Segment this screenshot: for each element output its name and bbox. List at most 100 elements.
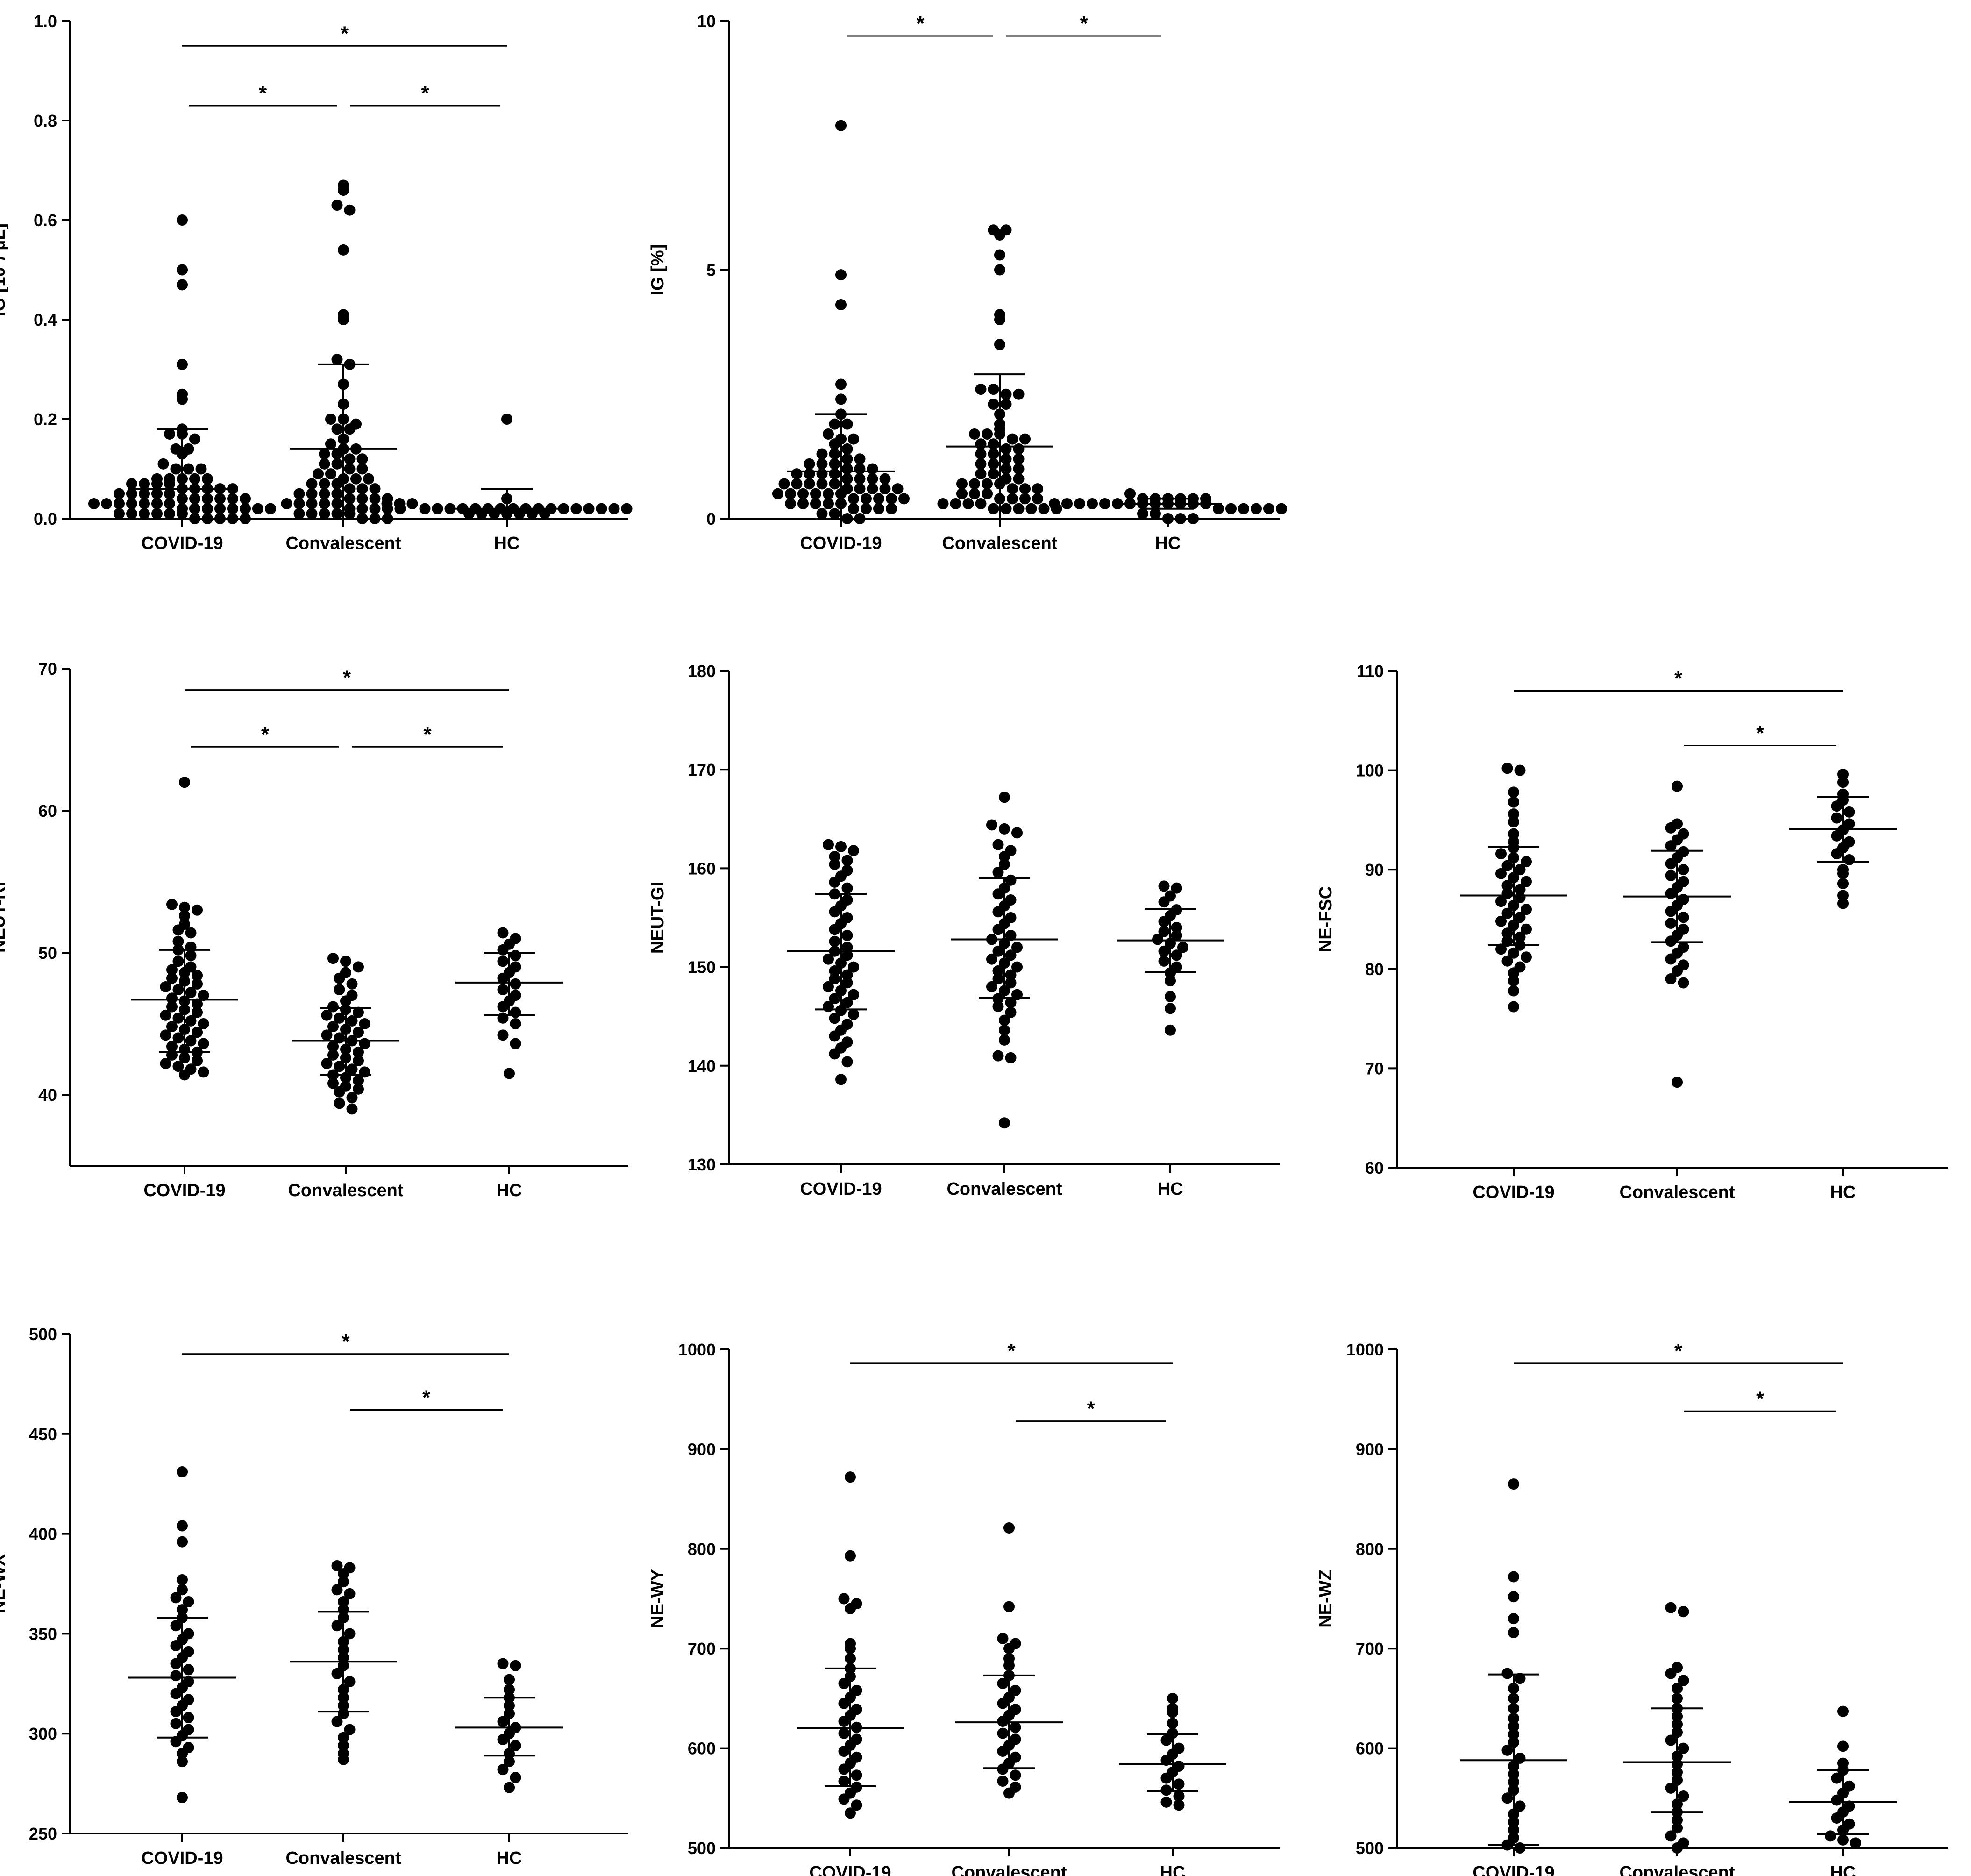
data-point bbox=[841, 463, 853, 475]
data-point bbox=[514, 508, 525, 520]
significance-star: * bbox=[1087, 1398, 1095, 1420]
data-point bbox=[179, 777, 190, 788]
x-tick-label: COVID-19 bbox=[1473, 1183, 1554, 1202]
data-point bbox=[497, 927, 509, 939]
x-tick-label: COVID-19 bbox=[141, 534, 223, 553]
data-point bbox=[838, 1677, 850, 1689]
data-point bbox=[999, 1117, 1010, 1129]
data-point bbox=[170, 1640, 182, 1652]
data-point bbox=[898, 493, 910, 505]
data-point bbox=[992, 839, 1004, 850]
data-point bbox=[829, 458, 840, 470]
data-point bbox=[444, 503, 456, 514]
x-tick-label: Convalescent bbox=[285, 534, 401, 553]
data-point bbox=[1665, 858, 1677, 870]
data-point bbox=[804, 468, 815, 480]
chart-panel: 500 600 700 800 900 1000 NE-WY COVID-19 Convales… bbox=[648, 1340, 1280, 1876]
data-point bbox=[327, 1049, 339, 1061]
data-point bbox=[845, 1550, 856, 1562]
x-tick-label: HC bbox=[497, 1848, 522, 1868]
significance-star: * bbox=[916, 12, 925, 35]
y-tick-label: 50 bbox=[38, 943, 57, 963]
data-point bbox=[325, 438, 336, 450]
data-point bbox=[999, 1034, 1010, 1046]
data-point bbox=[841, 977, 853, 989]
data-point bbox=[1167, 1692, 1178, 1704]
data-point bbox=[816, 508, 828, 520]
data-point bbox=[319, 498, 330, 510]
data-point bbox=[810, 488, 821, 499]
data-point bbox=[848, 433, 859, 445]
y-tick-label: 140 bbox=[688, 1056, 716, 1076]
data-point bbox=[810, 498, 821, 510]
data-point bbox=[114, 508, 125, 520]
y-tick-label: 80 bbox=[1365, 960, 1384, 979]
data-point bbox=[829, 508, 840, 520]
data-point bbox=[1521, 923, 1532, 935]
data-point bbox=[463, 508, 475, 520]
data-point bbox=[177, 1748, 188, 1759]
data-point bbox=[1665, 1668, 1677, 1679]
data-point bbox=[1837, 777, 1849, 788]
data-point bbox=[1665, 918, 1677, 929]
data-point bbox=[886, 503, 897, 514]
data-point bbox=[504, 1782, 515, 1793]
data-point bbox=[177, 1756, 188, 1768]
data-point bbox=[835, 1005, 847, 1016]
data-point bbox=[177, 1574, 188, 1585]
data-point bbox=[331, 1584, 343, 1596]
data-point bbox=[1514, 764, 1526, 776]
data-point bbox=[1032, 483, 1043, 495]
y-tick-label: 300 bbox=[29, 1724, 57, 1743]
data-point bbox=[356, 483, 368, 495]
data-point bbox=[327, 1077, 339, 1089]
data-point bbox=[293, 498, 305, 510]
data-point bbox=[1013, 453, 1025, 465]
y-tick-label: 100 bbox=[1356, 761, 1384, 780]
data-point bbox=[1508, 1001, 1519, 1013]
data-point bbox=[166, 1041, 178, 1052]
data-point bbox=[1158, 926, 1170, 937]
data-point bbox=[189, 433, 200, 445]
data-point bbox=[313, 468, 324, 480]
x-tick-label: HC bbox=[1830, 1863, 1856, 1876]
data-point bbox=[791, 478, 803, 490]
data-point bbox=[501, 414, 512, 425]
data-point bbox=[164, 488, 175, 499]
data-point bbox=[214, 493, 226, 505]
data-point bbox=[975, 498, 987, 510]
data-point bbox=[381, 498, 393, 510]
data-point bbox=[997, 1715, 1009, 1727]
data-point bbox=[1225, 503, 1237, 514]
data-point bbox=[1137, 508, 1148, 520]
x-tick-label: Convalescent bbox=[288, 1181, 403, 1200]
data-point bbox=[845, 1471, 856, 1483]
data-point bbox=[170, 1670, 182, 1682]
data-point bbox=[999, 1024, 1010, 1036]
data-point bbox=[346, 1063, 358, 1075]
data-point bbox=[797, 498, 809, 510]
data-point bbox=[319, 448, 330, 460]
data-point bbox=[1672, 1822, 1683, 1834]
data-point bbox=[327, 953, 339, 964]
data-point bbox=[982, 478, 993, 490]
data-point bbox=[879, 483, 891, 495]
data-point bbox=[114, 488, 125, 499]
x-tick-label: Convalescent bbox=[946, 1179, 1062, 1199]
data-point bbox=[363, 473, 374, 485]
data-point bbox=[539, 508, 550, 520]
data-point bbox=[1173, 1778, 1185, 1790]
y-tick-label: 10 bbox=[697, 12, 716, 31]
data-point bbox=[1678, 864, 1689, 876]
data-point bbox=[829, 1013, 840, 1024]
y-axis-label-main: NE-WZ bbox=[1316, 1569, 1336, 1628]
data-point bbox=[338, 185, 349, 196]
data-point bbox=[172, 984, 184, 996]
data-point bbox=[344, 1676, 356, 1688]
data-point bbox=[1508, 1571, 1519, 1583]
data-point bbox=[179, 910, 190, 921]
chart-panel: 40 50 60 70 NEUT-RI COVID-19 Convalescent HC * * * bbox=[0, 659, 628, 1200]
data-point bbox=[1150, 508, 1161, 520]
data-point bbox=[419, 503, 431, 514]
data-point bbox=[838, 1698, 850, 1709]
